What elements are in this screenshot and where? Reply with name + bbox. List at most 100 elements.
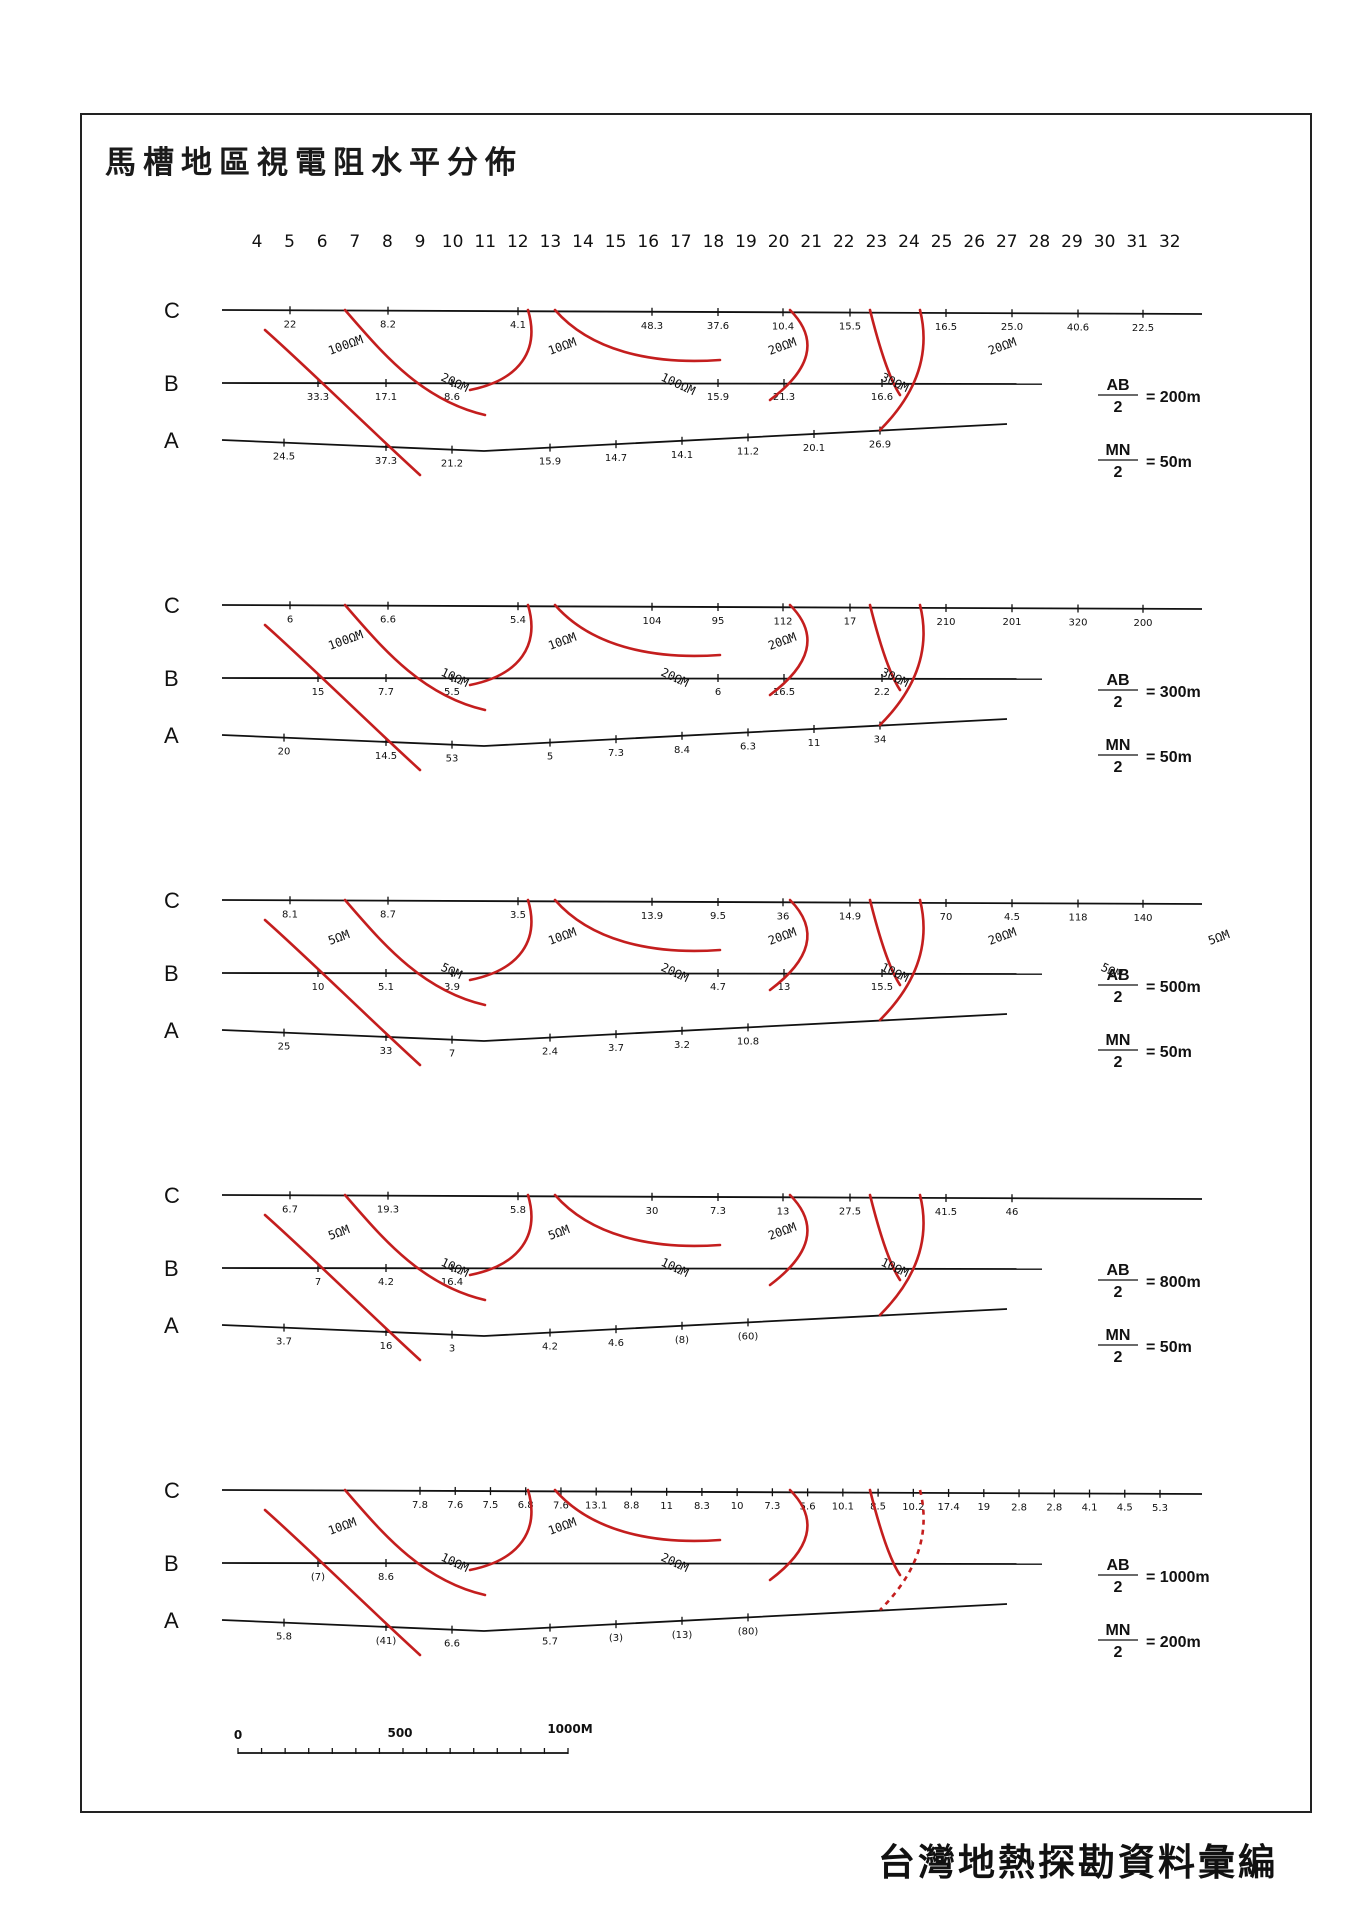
ab-denominator: 2: [1114, 1284, 1123, 1301]
line-a-value: 16: [380, 1341, 393, 1352]
mn-numerator: MN: [1106, 1327, 1131, 1344]
mn-denominator: 2: [1114, 1349, 1123, 1366]
line-label-a: A: [164, 1608, 179, 1633]
line-c-value: 5.8: [510, 1205, 526, 1216]
line-c-value: 11: [660, 1501, 673, 1512]
column-number: 9: [415, 232, 426, 252]
line-b-value: 15.5: [871, 982, 893, 993]
column-number: 26: [963, 232, 985, 252]
line-c-value: 4.1: [510, 320, 526, 331]
line-b-value: 13: [778, 982, 791, 993]
line-label-a: A: [164, 1018, 179, 1043]
line-b-value: 33.3: [307, 392, 329, 403]
line-a-value: 24.5: [273, 452, 295, 463]
line-b-value: 5.1: [378, 982, 394, 993]
column-number: 28: [1029, 232, 1051, 252]
column-number: 20: [768, 232, 790, 252]
column-number: 8: [382, 232, 393, 252]
isoline-label: 20ΩM: [659, 960, 691, 985]
ab-numerator: AB: [1106, 1262, 1129, 1279]
column-number: 7: [349, 232, 360, 252]
line-c-value: 7.3: [764, 1501, 780, 1512]
isoline-curve: [553, 603, 722, 658]
ab-denominator: 2: [1114, 694, 1123, 711]
column-number: 24: [898, 232, 920, 252]
line-c-value: 8.2: [380, 320, 396, 331]
mn-value: = 50m: [1146, 1044, 1192, 1061]
isoline-curve: [263, 328, 422, 477]
line-c-value: 112: [773, 616, 792, 627]
line-c-value: 13: [777, 1206, 790, 1217]
line-b-value: (7): [311, 1572, 325, 1583]
isoline-curve: [263, 1213, 422, 1362]
profile-line-c: [221, 309, 1203, 315]
isoline-curve: [868, 1488, 902, 1577]
line-label-b: B: [164, 1256, 179, 1281]
line-a-value: 4.6: [608, 1338, 624, 1349]
line-c-value: 8.3: [694, 1501, 710, 1512]
footer-caption: 台灣地熱探勘資料彙編: [878, 1841, 1278, 1884]
line-a-value: 14.5: [375, 751, 397, 762]
line-c-value: 13.1: [585, 1501, 607, 1512]
column-number: 29: [1061, 232, 1083, 252]
line-a-value: 15.9: [539, 457, 561, 468]
isoline-label: 10ΩM: [546, 1515, 578, 1538]
isoline-curve: [878, 1193, 925, 1317]
line-a-value: 7.3: [608, 748, 624, 759]
profile-line-a: [221, 718, 1008, 747]
mn-numerator: MN: [1106, 1032, 1131, 1049]
isoline-label: 5ΩM: [1206, 927, 1231, 948]
line-c-value: 6.7: [282, 1204, 298, 1215]
line-label-c: C: [164, 298, 180, 323]
isoline-label: 20ΩM: [659, 665, 691, 690]
column-number: 13: [540, 232, 562, 252]
line-c-value: 7.3: [710, 1206, 726, 1217]
line-a-value: 3: [449, 1344, 455, 1355]
line-c-value: 8.5: [870, 1502, 886, 1513]
line-a-value: 20: [278, 747, 291, 758]
line-c-value: 30: [646, 1206, 659, 1217]
line-label-b: B: [164, 961, 179, 986]
isoline-curve: [468, 603, 533, 687]
line-a-value: 14.7: [605, 453, 627, 464]
line-c-value: 4.5: [1117, 1503, 1133, 1514]
line-b-value: 4.2: [378, 1277, 394, 1288]
line-a-value: 53: [446, 754, 459, 765]
isoline-label: 20ΩM: [986, 335, 1018, 358]
isoline-curve: [263, 918, 422, 1067]
column-number: 4: [252, 232, 263, 252]
profile-line-c: [221, 899, 1203, 905]
line-a-value: (41): [376, 1636, 397, 1647]
line-a-value: 11: [808, 738, 821, 749]
isoline-curve: [868, 308, 902, 397]
page-title: 馬槽地區視電阻水平分佈: [105, 145, 523, 181]
isoline-label: 10ΩM: [879, 1255, 911, 1280]
isoline-curve: [868, 898, 902, 987]
isoline-curve: [868, 1193, 902, 1282]
ab-value: = 300m: [1146, 684, 1201, 701]
line-c-value: 8.1: [282, 909, 298, 920]
profile-line-b: [221, 1562, 1043, 1565]
line-b-value: 16.4: [441, 1277, 463, 1288]
isoline-label: 100ΩM: [326, 627, 365, 653]
profile-line-b: [221, 382, 1043, 385]
line-c-value: 17: [844, 617, 857, 628]
line-c-value: 201: [1002, 617, 1021, 628]
profile-line-b: [221, 677, 1043, 680]
line-c-value: 7.6: [447, 1500, 463, 1511]
column-number: 23: [866, 232, 888, 252]
line-c-value: 37.6: [707, 321, 729, 332]
column-number: 11: [474, 232, 496, 252]
ab-numerator: AB: [1106, 377, 1129, 394]
isoline-label: 10ΩM: [546, 925, 578, 948]
line-c-value: 9.5: [710, 911, 726, 922]
line-b-value: 21.3: [773, 392, 795, 403]
isoline-curve: [343, 1488, 487, 1597]
isoline-curve: [868, 603, 902, 692]
line-b-value: 5.5: [444, 687, 460, 698]
line-c-value: 5.3: [1152, 1503, 1168, 1514]
profile-line-c: [221, 1194, 1203, 1200]
profile-line-a: [221, 423, 1008, 452]
isoline-curve: [553, 308, 722, 363]
line-a-value: 5.8: [276, 1632, 292, 1643]
